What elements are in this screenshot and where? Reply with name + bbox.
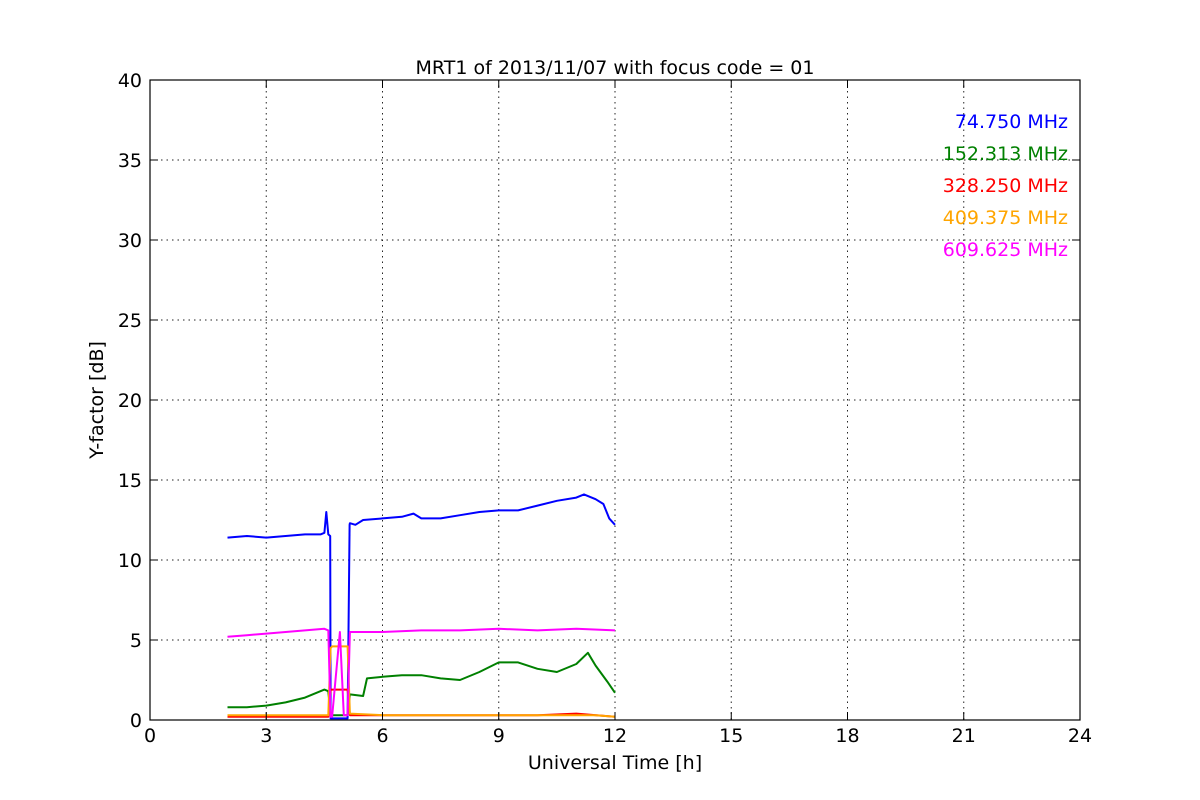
- x-tick-label: 6: [376, 725, 388, 747]
- y-tick-label: 10: [118, 550, 142, 572]
- legend-entry: 409.375 MHz: [943, 207, 1068, 229]
- series-line-1: [227, 651, 616, 717]
- series-line-4: [227, 627, 616, 718]
- series-line-3: [227, 645, 616, 718]
- x-tick-label: 15: [719, 725, 743, 747]
- y-tick-label: 20: [118, 390, 142, 412]
- y-tick-label: 30: [118, 230, 142, 252]
- y-tick-label: 40: [118, 70, 142, 92]
- y-axis-label: Y-factor [dB]: [86, 341, 108, 460]
- y-tick-label: 5: [130, 630, 142, 652]
- y-tick-label: 25: [118, 310, 142, 332]
- x-tick-label: 9: [493, 725, 505, 747]
- legend-entry: 328.250 MHz: [943, 175, 1068, 197]
- grid-lines: [150, 80, 1080, 720]
- axis-ticks: 0 3 6 9 12 15 18 21 24 0 5 10 15 20 25 30 35 40: [118, 70, 1092, 747]
- x-tick-label: 3: [260, 725, 272, 747]
- legend-entry: 609.625 MHz: [943, 239, 1068, 261]
- x-tick-label: 12: [603, 725, 627, 747]
- chart-title: MRT1 of 2013/11/07 with focus code = 01: [416, 57, 815, 79]
- y-tick-label: 15: [118, 470, 142, 492]
- series-lines: [227, 493, 616, 720]
- legend: 74.750 MHz 152.313 MHz 328.250 MHz 409.375 …: [943, 111, 1068, 261]
- x-tick-label: 0: [144, 725, 156, 747]
- x-tick-label: 24: [1068, 725, 1092, 747]
- y-tick-label: 35: [118, 150, 142, 172]
- series-line-0: [227, 493, 616, 720]
- legend-entry: 152.313 MHz: [943, 143, 1068, 165]
- y-tick-label: 0: [130, 710, 142, 732]
- x-axis-label: Universal Time [h]: [528, 752, 702, 774]
- x-tick-label: 21: [952, 725, 976, 747]
- legend-entry: 74.750 MHz: [955, 111, 1068, 133]
- x-tick-label: 18: [835, 725, 859, 747]
